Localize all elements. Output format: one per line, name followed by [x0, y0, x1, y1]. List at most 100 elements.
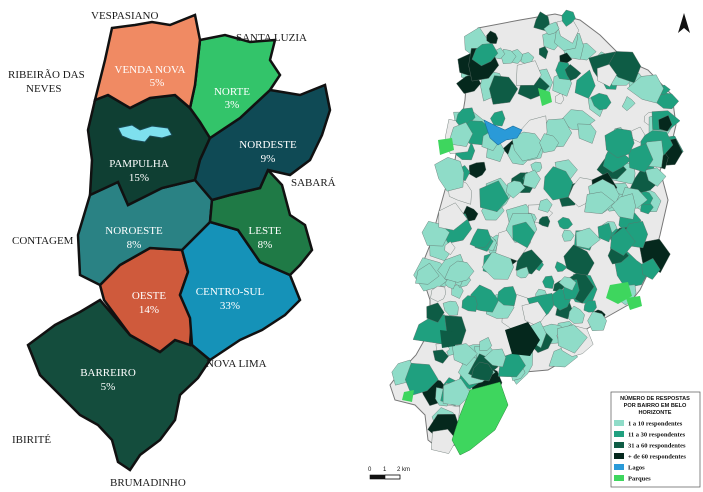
legend-swatch: [614, 431, 624, 437]
neighborhood-patch: [610, 226, 636, 256]
neighborhood-patch: [496, 286, 517, 307]
region-label-pampulha: PAMPULHA: [109, 158, 169, 170]
neighbor-sabara: SABARÁ: [291, 177, 336, 189]
neighborhood-patch: [444, 260, 475, 283]
neighborhood-patch: [561, 229, 575, 242]
neighborhood-patch: [577, 123, 597, 144]
pampulha-lake: [117, 124, 173, 143]
neighborhood-patch: [515, 60, 542, 86]
neighborhood-patch: [557, 324, 588, 354]
legend-title-line2: POR BAIRRO EM BELO: [624, 403, 687, 409]
neighborhood-patch: [538, 198, 553, 213]
region-leste[interactable]: [208, 167, 314, 277]
region-pct-nordeste: 9%: [261, 153, 276, 165]
scale-tick-2: 2 km: [397, 467, 410, 473]
neighborhood-patch: [626, 74, 664, 104]
region-label-norte: NORTE: [214, 86, 250, 98]
region-venda-nova[interactable]: [93, 13, 202, 111]
legend-label: 1 a 10 respondentes: [628, 421, 683, 428]
neighborhood-patch: [430, 429, 457, 454]
legend-label: + de 60 respondentes: [628, 454, 686, 461]
legend-swatch: [614, 453, 624, 459]
lake-pampulha: [483, 119, 523, 146]
neighborhood-patch: [479, 337, 493, 351]
neighborhood-patch: [471, 43, 499, 67]
neighborhood-patch: [479, 180, 509, 212]
park-south-dark: [505, 322, 540, 356]
neighborhood-patch: [452, 343, 478, 366]
neighborhood-patch: [538, 46, 549, 60]
neighborhood-patch: [512, 221, 536, 249]
neighborhood-patch: [538, 215, 551, 228]
neighborhood-patch: [554, 261, 568, 272]
neighborhood-patch: [611, 193, 636, 220]
legend-title-line1: NÚMERO DE RESPOSTAS: [620, 395, 690, 402]
region-label-venda-nova: VENDA NOVA: [115, 64, 186, 76]
neighborhood-patch: [604, 128, 635, 158]
neighborhood-patch: [641, 258, 661, 280]
neighborhood-patches: [391, 9, 684, 454]
region-label-noroeste: NOROESTE: [105, 225, 163, 237]
neighborhood-patch: [561, 9, 576, 27]
region-pct-oeste: 14%: [139, 304, 159, 316]
neighborhood-patch: [442, 300, 459, 316]
neighborhood-patch: [444, 241, 456, 255]
park-green-small-1: [626, 296, 642, 310]
north-arrow-icon: [678, 13, 690, 33]
legend-label: Lagos: [628, 465, 645, 472]
neighborhood-patch: [511, 131, 544, 162]
neighborhood-patch: [469, 228, 492, 249]
neighborhood-patch: [516, 266, 530, 279]
neighbor-vespasiano: VESPASIANO: [91, 10, 159, 22]
neighbor-ribeirao-das-line1: RIBEIRÃO DAS: [8, 69, 85, 81]
neighbor-contagem: CONTAGEM: [12, 235, 74, 247]
neighborhood-patch: [628, 143, 654, 173]
region-nordeste[interactable]: [193, 83, 332, 202]
neighborhood-patch: [575, 227, 601, 249]
neighborhood-patch: [404, 362, 439, 396]
neighborhood-patch: [442, 378, 472, 406]
region-pct-centro-sul: 33%: [220, 300, 240, 312]
region-label-leste: LESTE: [249, 225, 282, 237]
neighborhood-patch: [564, 64, 582, 81]
neighborhood-patch: [448, 122, 473, 147]
neighborhood-patch: [490, 110, 506, 127]
region-pct-pampulha: 15%: [129, 172, 149, 184]
scale-tick-1: 1: [383, 467, 387, 473]
neighborhood-patch: [506, 180, 526, 199]
neighborhood-patch: [543, 166, 573, 201]
neighborhood-patch: [542, 275, 555, 289]
legend-swatch: [614, 420, 624, 426]
neighborhood-patch: [590, 92, 612, 111]
neighborhood-patch: [515, 249, 543, 275]
neighborhood-patch: [621, 96, 636, 112]
neighbor-ribeirao-das-line2: NEVES: [26, 83, 61, 95]
legend-swatch: [614, 464, 624, 470]
legend: NÚMERO DE RESPOSTAS POR BAIRRO EM BELO H…: [610, 391, 701, 488]
region-pct-barreiro: 5%: [101, 381, 116, 393]
neighborhood-patch: [596, 64, 617, 88]
region-pct-venda-nova: 5%: [150, 77, 165, 89]
neighbor-santa-luzia: SANTA LUZIA: [236, 32, 307, 44]
neighborhood-patch: [434, 157, 465, 192]
neighborhood-patch: [583, 300, 597, 313]
neighborhood-patch: [522, 169, 541, 189]
neighborhood-patch: [557, 216, 573, 230]
neighbor-brumadinho: BRUMADINHO: [110, 477, 186, 489]
neighborhood-patch: [645, 167, 667, 187]
region-label-nordeste: NORDESTE: [239, 139, 297, 151]
neighborhood-patch: [432, 349, 449, 364]
neighborhood-patch: [587, 311, 607, 331]
neighbor-nova-lima: NOVA LIMA: [206, 358, 267, 370]
park-southwest: [440, 330, 455, 348]
neighborhood-patch: [597, 222, 613, 243]
legend-label: Parques: [628, 476, 651, 483]
neighborhood-patch: [563, 244, 595, 276]
neighborhood-patch: [430, 285, 446, 302]
legend-label: 11 a 30 respondentes: [628, 432, 686, 439]
neighborhood-patch: [461, 295, 478, 312]
park-green-small-2: [402, 390, 414, 402]
neighborhood-patch: [415, 262, 440, 285]
regional-map: VENDA NOVA 5% NORTE 3% PAMPULHA 15% NORD…: [8, 10, 336, 489]
legend-swatch: [614, 475, 624, 481]
